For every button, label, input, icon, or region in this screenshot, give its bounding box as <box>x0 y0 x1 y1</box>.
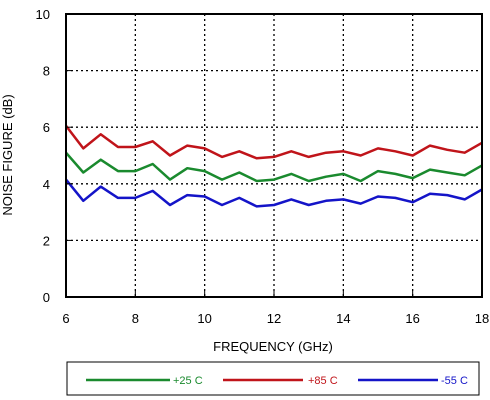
axis-ticks <box>65 13 483 298</box>
legend-label: +85 C <box>308 375 338 387</box>
x-tick-label: 12 <box>267 311 281 326</box>
y-tick-label: 4 <box>43 177 50 192</box>
x-tick-label: 16 <box>405 311 419 326</box>
tick-labels: 6 8 10 12 14 16 18 0 2 4 6 8 10 <box>36 7 490 326</box>
y-tick-label: 8 <box>43 64 50 79</box>
x-tick-label: 14 <box>336 311 350 326</box>
x-tick-label: 18 <box>475 311 489 326</box>
series-line <box>65 151 483 183</box>
y-tick-label: 10 <box>36 7 50 22</box>
series-line <box>65 178 483 208</box>
x-tick-label: 6 <box>62 311 69 326</box>
x-tick-label: 10 <box>197 311 211 326</box>
y-tick-label: 6 <box>43 120 50 135</box>
x-axis-label: FREQUENCY (GHz) <box>213 339 333 354</box>
y-tick-label: 2 <box>43 233 50 248</box>
series-line <box>65 125 483 160</box>
legend: +25 C +85 C -55 C <box>66 361 480 396</box>
legend-label: -55 C <box>441 375 468 387</box>
y-axis-label: NOISE FIGURE (dB) <box>0 94 15 215</box>
legend-label: +25 C <box>173 375 203 387</box>
grid-lines <box>66 14 482 297</box>
series-lines <box>65 125 483 208</box>
legend-box <box>66 361 480 396</box>
y-tick-label: 0 <box>43 290 50 305</box>
x-tick-label: 8 <box>132 311 139 326</box>
